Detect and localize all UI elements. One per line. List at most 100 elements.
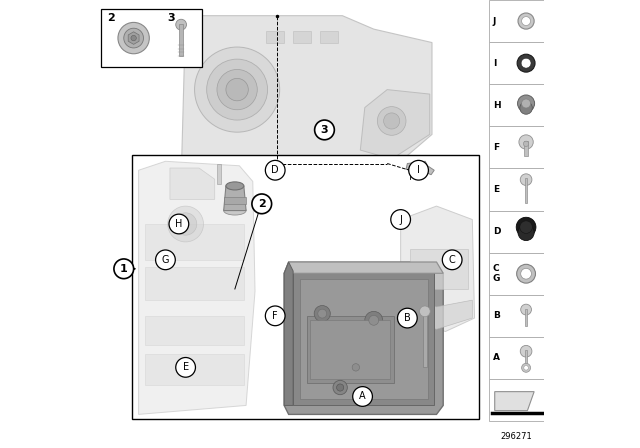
Circle shape (442, 250, 462, 270)
Circle shape (519, 135, 533, 149)
Text: B: B (404, 313, 411, 323)
Polygon shape (284, 262, 293, 405)
Circle shape (124, 28, 143, 48)
Bar (490, 42, 544, 84)
Text: H: H (175, 219, 182, 229)
Text: 2: 2 (107, 13, 115, 22)
Text: 296271: 296271 (500, 432, 532, 441)
Circle shape (378, 107, 406, 135)
Bar (145, 267, 244, 300)
Bar (132, 155, 479, 419)
Circle shape (252, 194, 271, 214)
Circle shape (369, 315, 379, 325)
Bar (307, 316, 394, 383)
Text: D: D (493, 227, 500, 236)
Bar (217, 164, 221, 184)
Ellipse shape (226, 182, 244, 190)
Circle shape (516, 264, 536, 283)
Text: 1: 1 (120, 264, 127, 274)
Bar (525, 309, 527, 326)
Text: J: J (399, 215, 402, 224)
Polygon shape (360, 90, 430, 159)
Circle shape (397, 308, 417, 328)
Circle shape (524, 366, 529, 370)
Circle shape (517, 54, 535, 72)
Bar (179, 24, 183, 56)
Circle shape (114, 259, 134, 279)
Bar (145, 224, 244, 260)
Circle shape (266, 160, 285, 180)
Bar (525, 350, 527, 366)
Circle shape (352, 364, 360, 371)
Text: E: E (182, 362, 189, 372)
Ellipse shape (224, 206, 246, 215)
Bar (410, 249, 468, 289)
Circle shape (175, 213, 197, 235)
Circle shape (156, 250, 175, 270)
Polygon shape (300, 279, 428, 399)
Circle shape (391, 210, 410, 229)
Text: 3: 3 (168, 13, 175, 22)
Circle shape (337, 384, 344, 391)
Text: A: A (493, 353, 500, 362)
Circle shape (522, 17, 531, 26)
Polygon shape (495, 392, 534, 410)
Circle shape (333, 380, 348, 395)
Text: H: H (493, 101, 500, 110)
Text: 3: 3 (321, 125, 328, 135)
Circle shape (314, 306, 330, 322)
Circle shape (217, 69, 257, 110)
Circle shape (520, 102, 532, 114)
Bar (310, 320, 390, 379)
Circle shape (195, 47, 280, 132)
Polygon shape (401, 206, 475, 332)
Circle shape (168, 206, 204, 242)
Text: C: C (449, 255, 456, 265)
Bar (490, 337, 544, 379)
Circle shape (176, 19, 186, 30)
Text: G: G (162, 255, 169, 265)
Bar (101, 9, 202, 67)
Bar (490, 84, 544, 126)
Bar (490, 0, 544, 42)
Circle shape (226, 78, 248, 101)
Text: D: D (271, 165, 279, 175)
Circle shape (118, 22, 149, 54)
Bar (490, 295, 544, 337)
Circle shape (176, 358, 195, 377)
Circle shape (518, 13, 534, 29)
Polygon shape (224, 186, 246, 211)
Circle shape (353, 387, 372, 406)
Bar (224, 197, 246, 204)
Bar (266, 31, 284, 43)
Bar (525, 178, 527, 203)
Bar (490, 126, 544, 168)
Text: 2: 2 (258, 199, 266, 209)
Circle shape (169, 214, 189, 234)
Polygon shape (284, 262, 443, 414)
Circle shape (349, 361, 362, 374)
Circle shape (318, 309, 326, 318)
Circle shape (409, 160, 428, 180)
Circle shape (521, 58, 531, 68)
Circle shape (522, 99, 531, 108)
Polygon shape (170, 168, 215, 199)
Circle shape (524, 141, 529, 146)
Text: J: J (493, 17, 496, 26)
Circle shape (207, 59, 268, 120)
Bar (423, 314, 427, 367)
Circle shape (520, 345, 532, 357)
Bar (490, 253, 544, 295)
Text: C
G: C G (493, 264, 500, 284)
Circle shape (521, 304, 531, 315)
Bar (490, 211, 544, 253)
Circle shape (131, 35, 136, 41)
Text: B: B (493, 311, 500, 320)
Circle shape (365, 311, 383, 329)
Text: I: I (417, 165, 420, 175)
Bar (524, 141, 528, 156)
Bar (320, 31, 338, 43)
Polygon shape (186, 161, 401, 198)
Text: I: I (493, 59, 496, 68)
Circle shape (518, 95, 534, 112)
